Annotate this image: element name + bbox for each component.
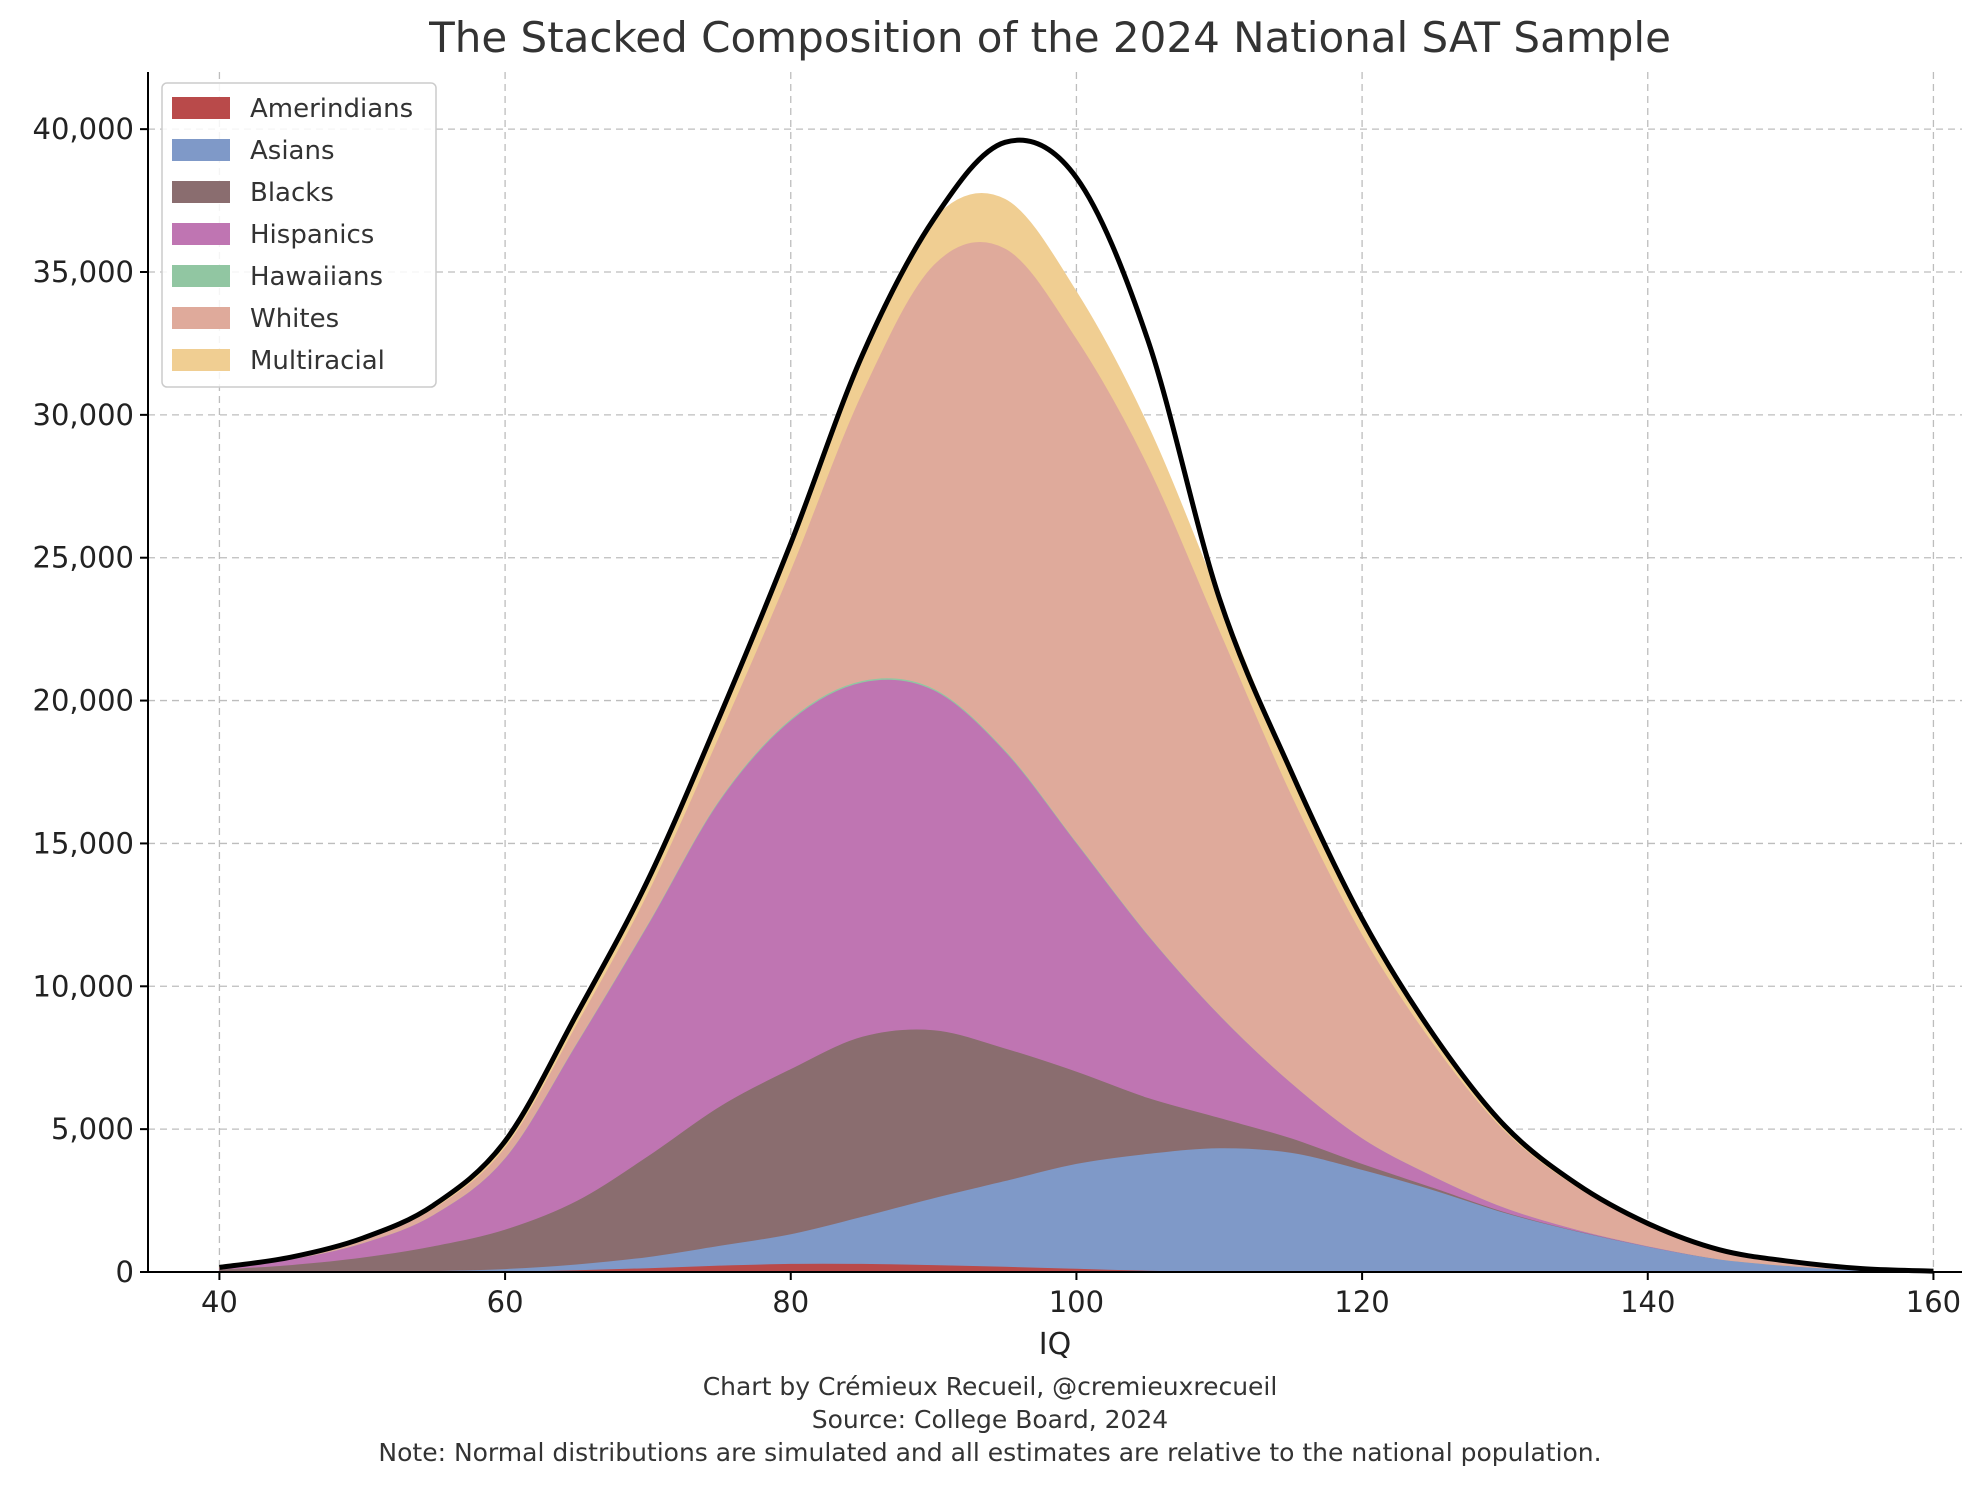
x-tick-label: 100 <box>1049 1285 1104 1319</box>
y-tick-label: 40,000 <box>33 112 134 146</box>
x-axis-label: IQ <box>1039 1327 1071 1362</box>
x-tick-label: 140 <box>1620 1285 1675 1319</box>
y-tick-label: 0 <box>116 1255 134 1289</box>
y-tick-label: 5,000 <box>51 1112 134 1146</box>
x-tick-label: 120 <box>1334 1285 1389 1319</box>
chart-title: The Stacked Composition of the 2024 Nati… <box>428 13 1671 62</box>
x-tick-label: 60 <box>487 1285 524 1319</box>
y-tick-label: 10,000 <box>33 969 134 1003</box>
y-tick-label: 20,000 <box>33 684 134 718</box>
legend-label-hawaiians: Hawaiians <box>250 262 383 292</box>
legend-swatch-asians <box>172 139 230 161</box>
legend-label-asians: Asians <box>250 136 335 166</box>
caption-source: Source: College Board, 2024 <box>812 1405 1168 1434</box>
legend: Amerindians Asians Blacks Hispanics Hawaiian… <box>161 82 437 388</box>
legend-label-hispanics: Hispanics <box>250 220 374 250</box>
tick-labels: 40 60 80 100 120 140 160 0 5,000 10,000 15,000 20,0… <box>33 112 1962 1319</box>
legend-box <box>161 82 437 388</box>
caption-credit: Chart by Crémieux Recueil, @cremieuxrecu… <box>703 1372 1278 1401</box>
y-tick-label: 25,000 <box>33 541 134 575</box>
legend-label-whites: Whites <box>250 304 339 334</box>
legend-swatch-amerindians <box>172 97 230 119</box>
total-line <box>219 137 1934 1274</box>
legend-swatch-multiracial <box>172 349 230 371</box>
caption-note: Note: Normal distributions are simulated… <box>378 1438 1601 1467</box>
legend-label-amerindians: Amerindians <box>250 94 413 124</box>
y-tick-label: 35,000 <box>33 255 134 289</box>
x-tick-label: 160 <box>1906 1285 1961 1319</box>
y-tick-label: 30,000 <box>33 398 134 432</box>
x-tick-label: 80 <box>772 1285 809 1319</box>
y-tick-label: 15,000 <box>33 826 134 860</box>
legend-label-multiracial: Multiracial <box>250 346 385 376</box>
x-tick-label: 40 <box>201 1285 238 1319</box>
legend-swatch-whites <box>172 307 230 329</box>
legend-label-blacks: Blacks <box>250 178 334 208</box>
legend-swatch-hispanics <box>172 223 230 245</box>
legend-swatch-hawaiians <box>172 265 230 287</box>
total-line-layer <box>219 137 1934 1274</box>
legend-swatch-blacks <box>172 181 230 203</box>
